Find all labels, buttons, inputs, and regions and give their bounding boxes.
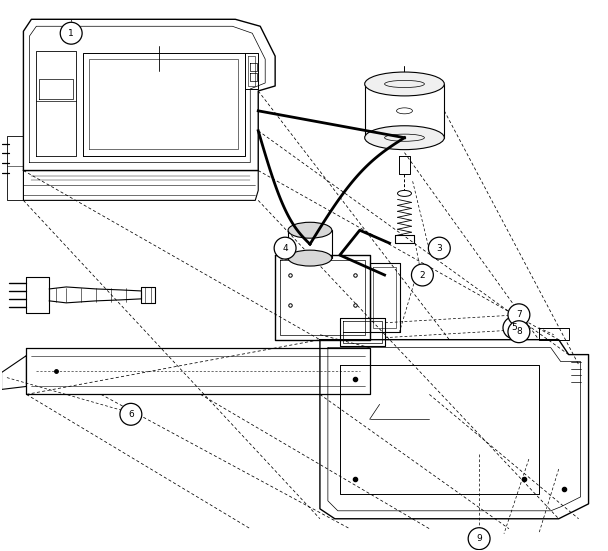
Circle shape (468, 528, 490, 549)
Ellipse shape (288, 222, 332, 238)
Circle shape (60, 22, 82, 44)
Text: 4: 4 (282, 244, 288, 253)
Ellipse shape (365, 126, 444, 150)
Text: 7: 7 (516, 310, 522, 319)
Circle shape (503, 317, 525, 339)
Circle shape (508, 321, 530, 343)
Text: 6: 6 (128, 410, 134, 419)
Circle shape (429, 237, 451, 259)
Ellipse shape (288, 250, 332, 266)
Text: 9: 9 (476, 534, 482, 543)
Circle shape (508, 304, 530, 326)
Text: 3: 3 (437, 244, 442, 253)
Circle shape (120, 403, 142, 425)
Ellipse shape (365, 72, 444, 96)
Text: 8: 8 (516, 327, 522, 336)
Circle shape (412, 264, 434, 286)
Text: 2: 2 (420, 271, 425, 279)
Ellipse shape (398, 191, 412, 196)
Text: 1: 1 (68, 29, 74, 37)
Text: 5: 5 (511, 323, 517, 332)
Circle shape (274, 237, 296, 259)
